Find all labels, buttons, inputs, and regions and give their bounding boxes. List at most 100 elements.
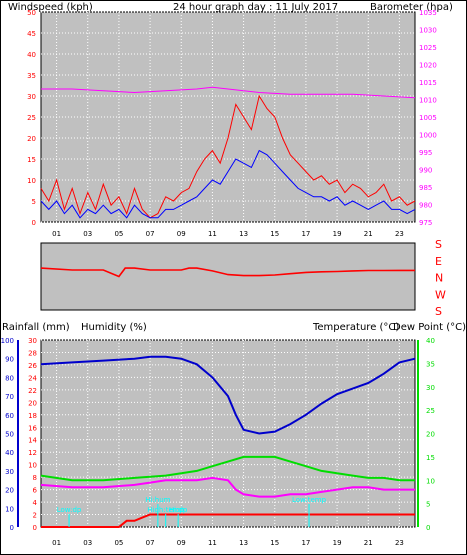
- y-left-tick-label: 0: [32, 219, 36, 227]
- humidity-tick-label: 60: [5, 412, 14, 420]
- x-tick-label: 17: [301, 539, 310, 547]
- humidity-tick-label: 50: [5, 431, 14, 439]
- series-line-wind-direction: [40, 267, 415, 278]
- x-tick-label: 13: [239, 230, 248, 238]
- y-left-tick-label: 5: [32, 198, 36, 206]
- humidity-tick-label: 100: [1, 337, 14, 345]
- x-tick-label: 21: [364, 539, 373, 547]
- y-left-tick-label: 20: [27, 135, 36, 143]
- temperature-tick-label: 5: [426, 501, 430, 509]
- rain-tick-label: 12: [28, 449, 37, 457]
- humidity-axis-title: Humidity (%): [81, 322, 147, 333]
- temperature-tick-label: 0: [426, 524, 430, 532]
- direction-tick-label: S: [435, 238, 442, 251]
- series-line-windspeed: [40, 94, 416, 219]
- y-right-tick-label: 1025: [419, 44, 437, 52]
- annotation-label: Low:dp: [57, 506, 82, 514]
- y-left-tick-label: 50: [27, 9, 36, 17]
- rain-tick-label: 18: [28, 412, 37, 420]
- humidity-tick-label: 80: [5, 374, 14, 382]
- y-left-tick-label: 35: [27, 72, 36, 80]
- x-tick-label: 01: [52, 539, 61, 547]
- x-tick-label: 09: [177, 539, 186, 547]
- plot-area: [40, 242, 416, 311]
- humidity-tick-label: 30: [5, 468, 14, 476]
- rain-tick-label: 0: [33, 524, 37, 532]
- x-tick-label: 03: [83, 230, 92, 238]
- y-left-tick-label: 40: [27, 51, 36, 59]
- x-tick-label: 09: [177, 230, 186, 238]
- barometer-axis-title: Barometer (hpa): [370, 2, 453, 13]
- humidity-tick-label: 20: [5, 487, 14, 495]
- humidity-tick-label: 90: [5, 356, 14, 364]
- y-left-tick-label: 45: [27, 30, 36, 38]
- rain-tick-label: 4: [33, 499, 38, 507]
- windspeed-axis-title: Windspeed (kph): [8, 2, 93, 13]
- annotation-label: Hi:hum: [145, 496, 170, 504]
- y-right-tick-label: 980: [419, 202, 432, 210]
- graph-date-title: 24 hour graph day : 11 July 2017: [173, 2, 338, 13]
- dewpoint-axis-title: Dew Point (°C): [393, 322, 466, 333]
- x-tick-label: 19: [333, 539, 342, 547]
- y-right-tick-label: 990: [419, 167, 432, 175]
- y-right-tick-label: 1030: [419, 27, 437, 35]
- plot-area: [40, 339, 416, 528]
- y-right-tick-label: 1015: [419, 79, 437, 87]
- y-left-tick-label: 30: [27, 93, 36, 101]
- y-right-tick-label: 995: [419, 149, 432, 157]
- rain-tick-label: 22: [28, 387, 37, 395]
- humidity-tick-label: 10: [5, 505, 14, 513]
- temperature-tick-label: 40: [426, 337, 435, 345]
- x-tick-label: 23: [395, 539, 404, 547]
- rain-tick-label: 16: [28, 424, 37, 432]
- rain-tick-label: 28: [28, 349, 37, 357]
- y-right-tick-label: 1020: [419, 62, 437, 70]
- x-tick-label: 17: [301, 230, 310, 238]
- rain-tick-label: 30: [28, 337, 37, 345]
- temp-humidity-rain-panel: 0102030405060708090100024681012141618202…: [1, 337, 435, 547]
- x-tick-label: 21: [364, 230, 373, 238]
- rain-tick-label: 14: [28, 437, 37, 445]
- rain-tick-label: 24: [28, 374, 37, 382]
- rain-tick-label: 8: [33, 474, 37, 482]
- temperature-tick-label: 25: [426, 407, 435, 415]
- y-left-tick-label: 15: [27, 156, 36, 164]
- y-right-tick-label: 1035: [419, 9, 437, 17]
- rain-tick-label: 6: [33, 487, 38, 495]
- rain-tick-label: 10: [28, 462, 37, 470]
- x-tick-label: 15: [270, 230, 279, 238]
- temperature-tick-label: 30: [426, 384, 435, 392]
- rain-tick-label: 20: [28, 399, 37, 407]
- annotation-label: Low:temp: [292, 496, 327, 504]
- y-right-tick-label: 975: [419, 219, 432, 227]
- x-tick-label: 19: [333, 230, 342, 238]
- x-tick-label: 05: [114, 539, 123, 547]
- y-left-tick-label: 10: [27, 177, 36, 185]
- series-line-gust: [40, 149, 416, 219]
- series-line-temperature: [40, 455, 415, 482]
- y-right-tick-label: 1000: [419, 132, 437, 140]
- y-right-tick-label: 1005: [419, 114, 437, 122]
- direction-tick-label: N: [435, 272, 443, 285]
- series-line-rainfall: [41, 513, 415, 528]
- x-tick-label: 15: [270, 539, 279, 547]
- x-tick-label: 01: [52, 230, 61, 238]
- humidity-tick-label: 70: [5, 393, 14, 401]
- y-right-tick-label: 985: [419, 184, 432, 192]
- temperature-tick-label: 35: [426, 360, 435, 368]
- x-tick-label: 03: [83, 539, 92, 547]
- x-tick-label: 23: [395, 230, 404, 238]
- rainfall-axis-title: Rainfall (mm): [2, 322, 70, 333]
- direction-tick-label: S: [435, 305, 442, 318]
- direction-tick-label: E: [435, 255, 442, 268]
- temperature-axis-title: Temperature (°C): [312, 322, 399, 333]
- series-line-humidity: [40, 355, 416, 435]
- x-tick-label: 05: [114, 230, 123, 238]
- x-tick-label: 11: [208, 230, 217, 238]
- rain-tick-label: 26: [28, 362, 37, 370]
- y-right-tick-label: 1010: [419, 97, 437, 105]
- annotation-label: High:temp: [147, 506, 184, 514]
- x-tick-label: 13: [239, 539, 248, 547]
- temperature-tick-label: 15: [426, 454, 435, 462]
